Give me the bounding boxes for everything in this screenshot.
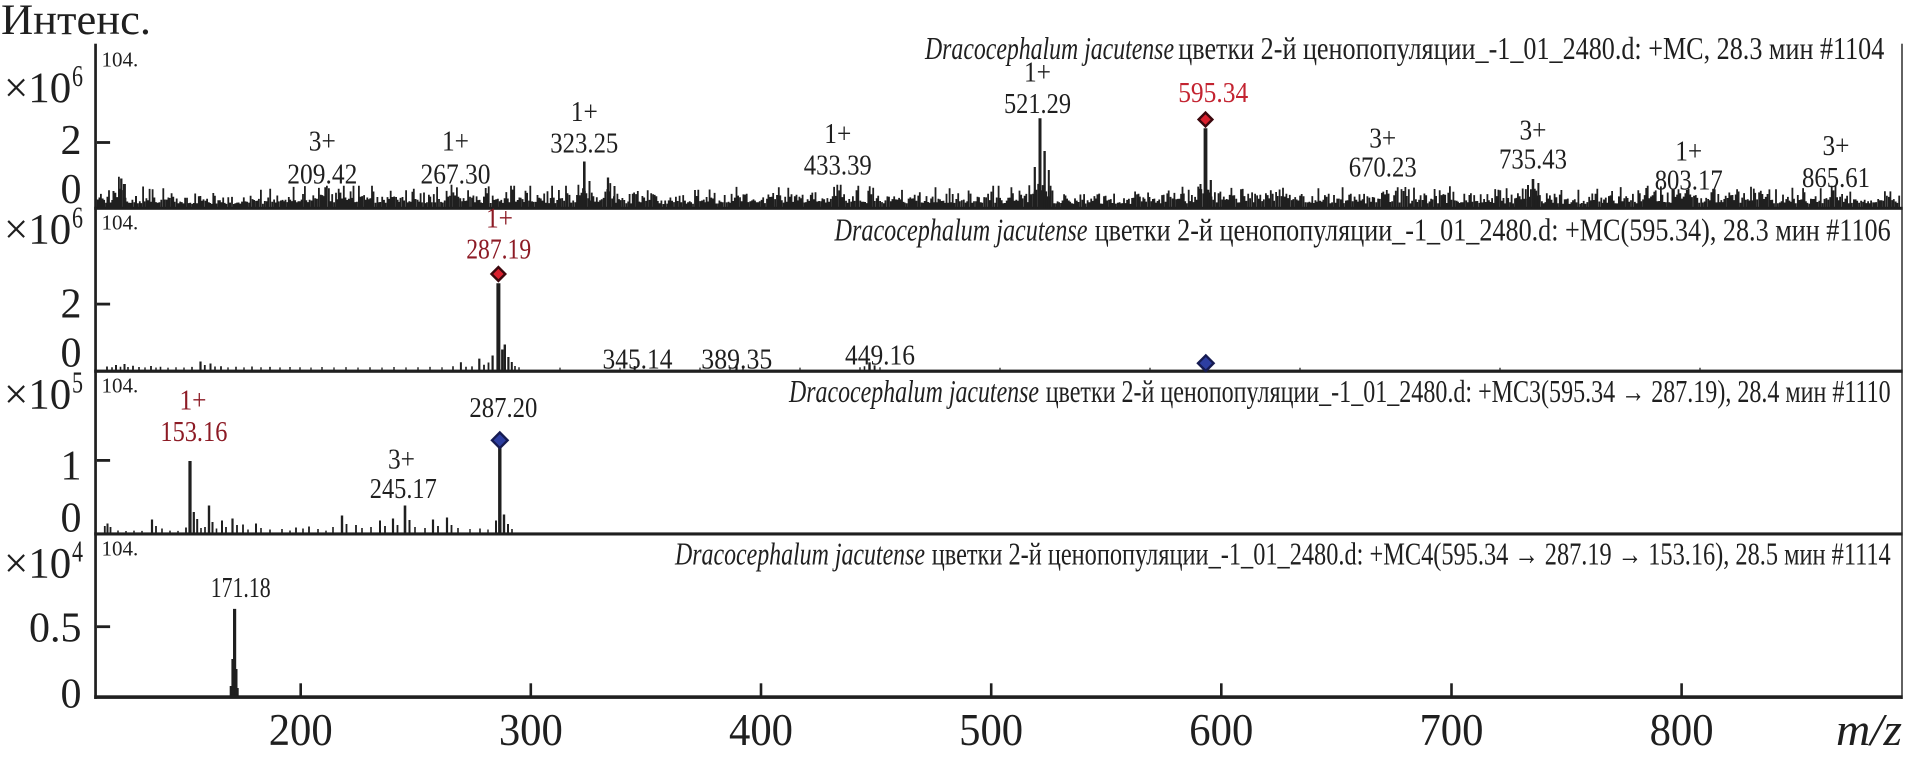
svg-text:595.34: 595.34 (1178, 78, 1248, 109)
svg-text:803.17: 803.17 (1655, 166, 1723, 197)
svg-text:1+: 1+ (824, 119, 851, 150)
svg-text:1+: 1+ (571, 97, 598, 128)
svg-text:267.30: 267.30 (421, 160, 491, 191)
svg-text:3+: 3+ (1823, 131, 1850, 162)
svg-text:0: 0 (61, 331, 82, 377)
svg-text:700: 700 (1419, 705, 1483, 755)
svg-text:×10: ×10 (4, 372, 71, 419)
svg-text:4: 4 (72, 534, 83, 569)
svg-text:0.5: 0.5 (29, 606, 82, 652)
svg-text:Интенс.: Интенс. (1, 0, 151, 44)
svg-text:1+: 1+ (486, 204, 513, 235)
svg-text:1+: 1+ (442, 127, 469, 158)
svg-text:600: 600 (1189, 705, 1253, 755)
svg-text:Dracocephalum jacutense: Dracocephalum jacutense (674, 537, 925, 572)
svg-text:209.42: 209.42 (287, 160, 357, 191)
svg-text:104.: 104. (102, 48, 139, 72)
svg-text:2: 2 (61, 282, 82, 328)
svg-text:104.: 104. (102, 210, 139, 234)
svg-text:670.23: 670.23 (1349, 152, 1417, 183)
svg-text:287.20: 287.20 (469, 393, 537, 424)
svg-text:323.25: 323.25 (550, 128, 618, 159)
svg-text:2: 2 (61, 118, 82, 164)
svg-text:цветки 2-й ценопопуляции_-1_01: цветки 2-й ценопопуляции_-1_01_2480.d: +… (932, 537, 1891, 572)
svg-text:6: 6 (72, 58, 83, 93)
svg-text:1+: 1+ (1675, 137, 1702, 168)
svg-text:735.43: 735.43 (1499, 144, 1567, 175)
svg-text:800: 800 (1650, 705, 1714, 755)
svg-text:171.18: 171.18 (211, 573, 271, 604)
svg-text:449.16: 449.16 (845, 340, 915, 371)
svg-text:5: 5 (72, 365, 83, 400)
svg-text:389.35: 389.35 (701, 345, 772, 376)
svg-text:153.16: 153.16 (160, 417, 227, 448)
svg-text:345.14: 345.14 (603, 345, 673, 376)
svg-text:0: 0 (61, 167, 82, 213)
svg-text:287.19: 287.19 (466, 234, 531, 265)
svg-text:1+: 1+ (180, 386, 207, 417)
svg-text:500: 500 (959, 705, 1023, 755)
svg-text:цветки 2-й ценопопуляции_-1_01: цветки 2-й ценопопуляции_-1_01_2480.d: +… (1046, 374, 1891, 409)
svg-text:Dracocephalum jacutense: Dracocephalum jacutense (924, 31, 1174, 66)
svg-text:521.29: 521.29 (1004, 89, 1071, 120)
svg-text:300: 300 (499, 705, 563, 755)
svg-text:×10: ×10 (4, 541, 71, 588)
svg-text:0: 0 (61, 671, 82, 717)
svg-text:400: 400 (729, 705, 793, 755)
svg-text:×10: ×10 (4, 206, 71, 253)
svg-text:3+: 3+ (1369, 123, 1396, 154)
svg-text:1+: 1+ (1024, 58, 1051, 89)
svg-text:865.61: 865.61 (1802, 163, 1870, 194)
svg-text:m/z: m/z (1836, 705, 1902, 755)
svg-text:245.17: 245.17 (370, 474, 437, 505)
svg-text:3+: 3+ (309, 127, 336, 158)
svg-text:104.: 104. (102, 537, 139, 561)
svg-text:433.39: 433.39 (804, 150, 872, 181)
svg-text:3+: 3+ (1520, 115, 1547, 146)
svg-text:цветки 2-й ценопопуляции_-1_01: цветки 2-й ценопопуляции_-1_01_2480.d: +… (1178, 31, 1884, 66)
svg-text:0: 0 (61, 496, 82, 542)
svg-text:6: 6 (72, 199, 83, 234)
svg-text:Dracocephalum jacutense: Dracocephalum jacutense (788, 374, 1039, 409)
svg-text:200: 200 (269, 705, 333, 755)
svg-text:цветки 2-й ценопопуляции_-1_01: цветки 2-й ценопопуляции_-1_01_2480.d: +… (1095, 213, 1891, 248)
svg-text:Dracocephalum jacutense: Dracocephalum jacutense (834, 213, 1088, 248)
svg-text:3+: 3+ (388, 444, 415, 475)
svg-text:104.: 104. (102, 373, 139, 397)
svg-text:1: 1 (61, 444, 82, 490)
svg-text:×10: ×10 (4, 65, 71, 112)
